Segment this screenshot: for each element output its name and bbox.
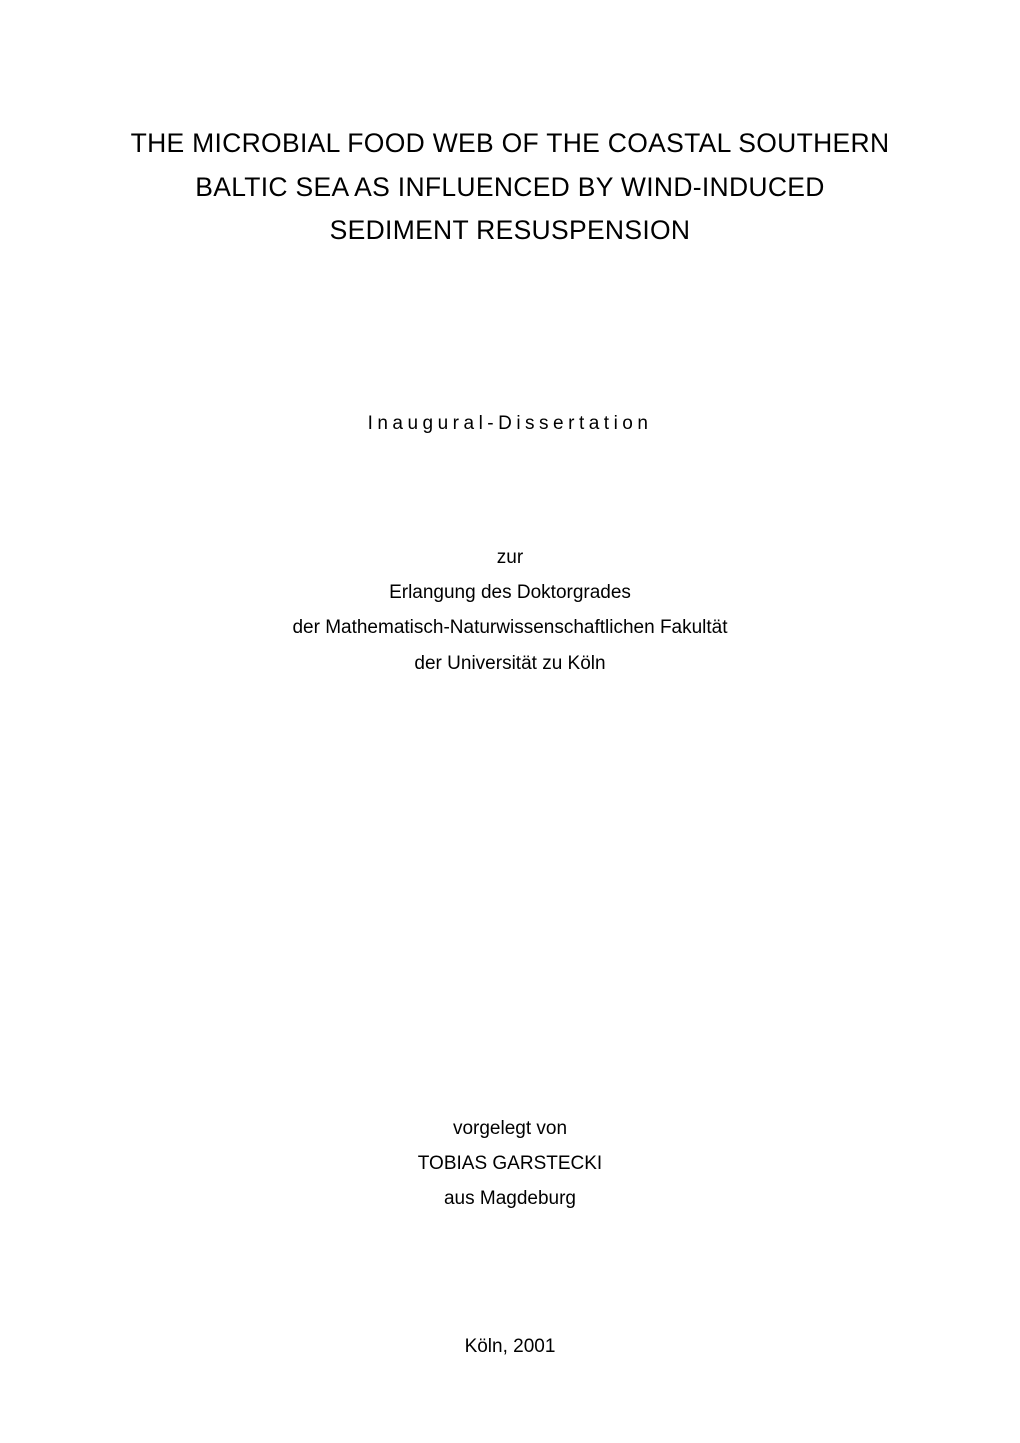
- degree-line-2: Erlangung des Doktorgrades: [110, 575, 910, 610]
- degree-block: zur Erlangung des Doktorgrades der Mathe…: [110, 540, 910, 681]
- place-year: Köln, 2001: [110, 1336, 910, 1358]
- degree-line-3: der Mathematisch-Naturwissenschaftlichen…: [110, 610, 910, 645]
- title-page: THE MICROBIAL FOOD WEB OF THE COASTAL SO…: [0, 0, 1020, 1443]
- footer-block: Köln, 2001: [110, 1336, 910, 1358]
- thesis-title: THE MICROBIAL FOOD WEB OF THE COASTAL SO…: [110, 122, 910, 253]
- title-line-3: SEDIMENT RESUSPENSION: [110, 209, 910, 253]
- author-origin: aus Magdeburg: [110, 1181, 910, 1216]
- author-name: TOBIAS GARSTECKI: [110, 1146, 910, 1181]
- author-block: vorgelegt von TOBIAS GARSTECKI aus Magde…: [110, 1111, 910, 1216]
- degree-line-1: zur: [110, 540, 910, 575]
- title-line-2: BALTIC SEA AS INFLUENCED BY WIND-INDUCED: [110, 166, 910, 210]
- presented-by-label: vorgelegt von: [110, 1111, 910, 1146]
- degree-line-4: der Universität zu Köln: [110, 646, 910, 681]
- title-line-1: THE MICROBIAL FOOD WEB OF THE COASTAL SO…: [110, 122, 910, 166]
- dissertation-type-label: Inaugural-Dissertation: [110, 413, 910, 435]
